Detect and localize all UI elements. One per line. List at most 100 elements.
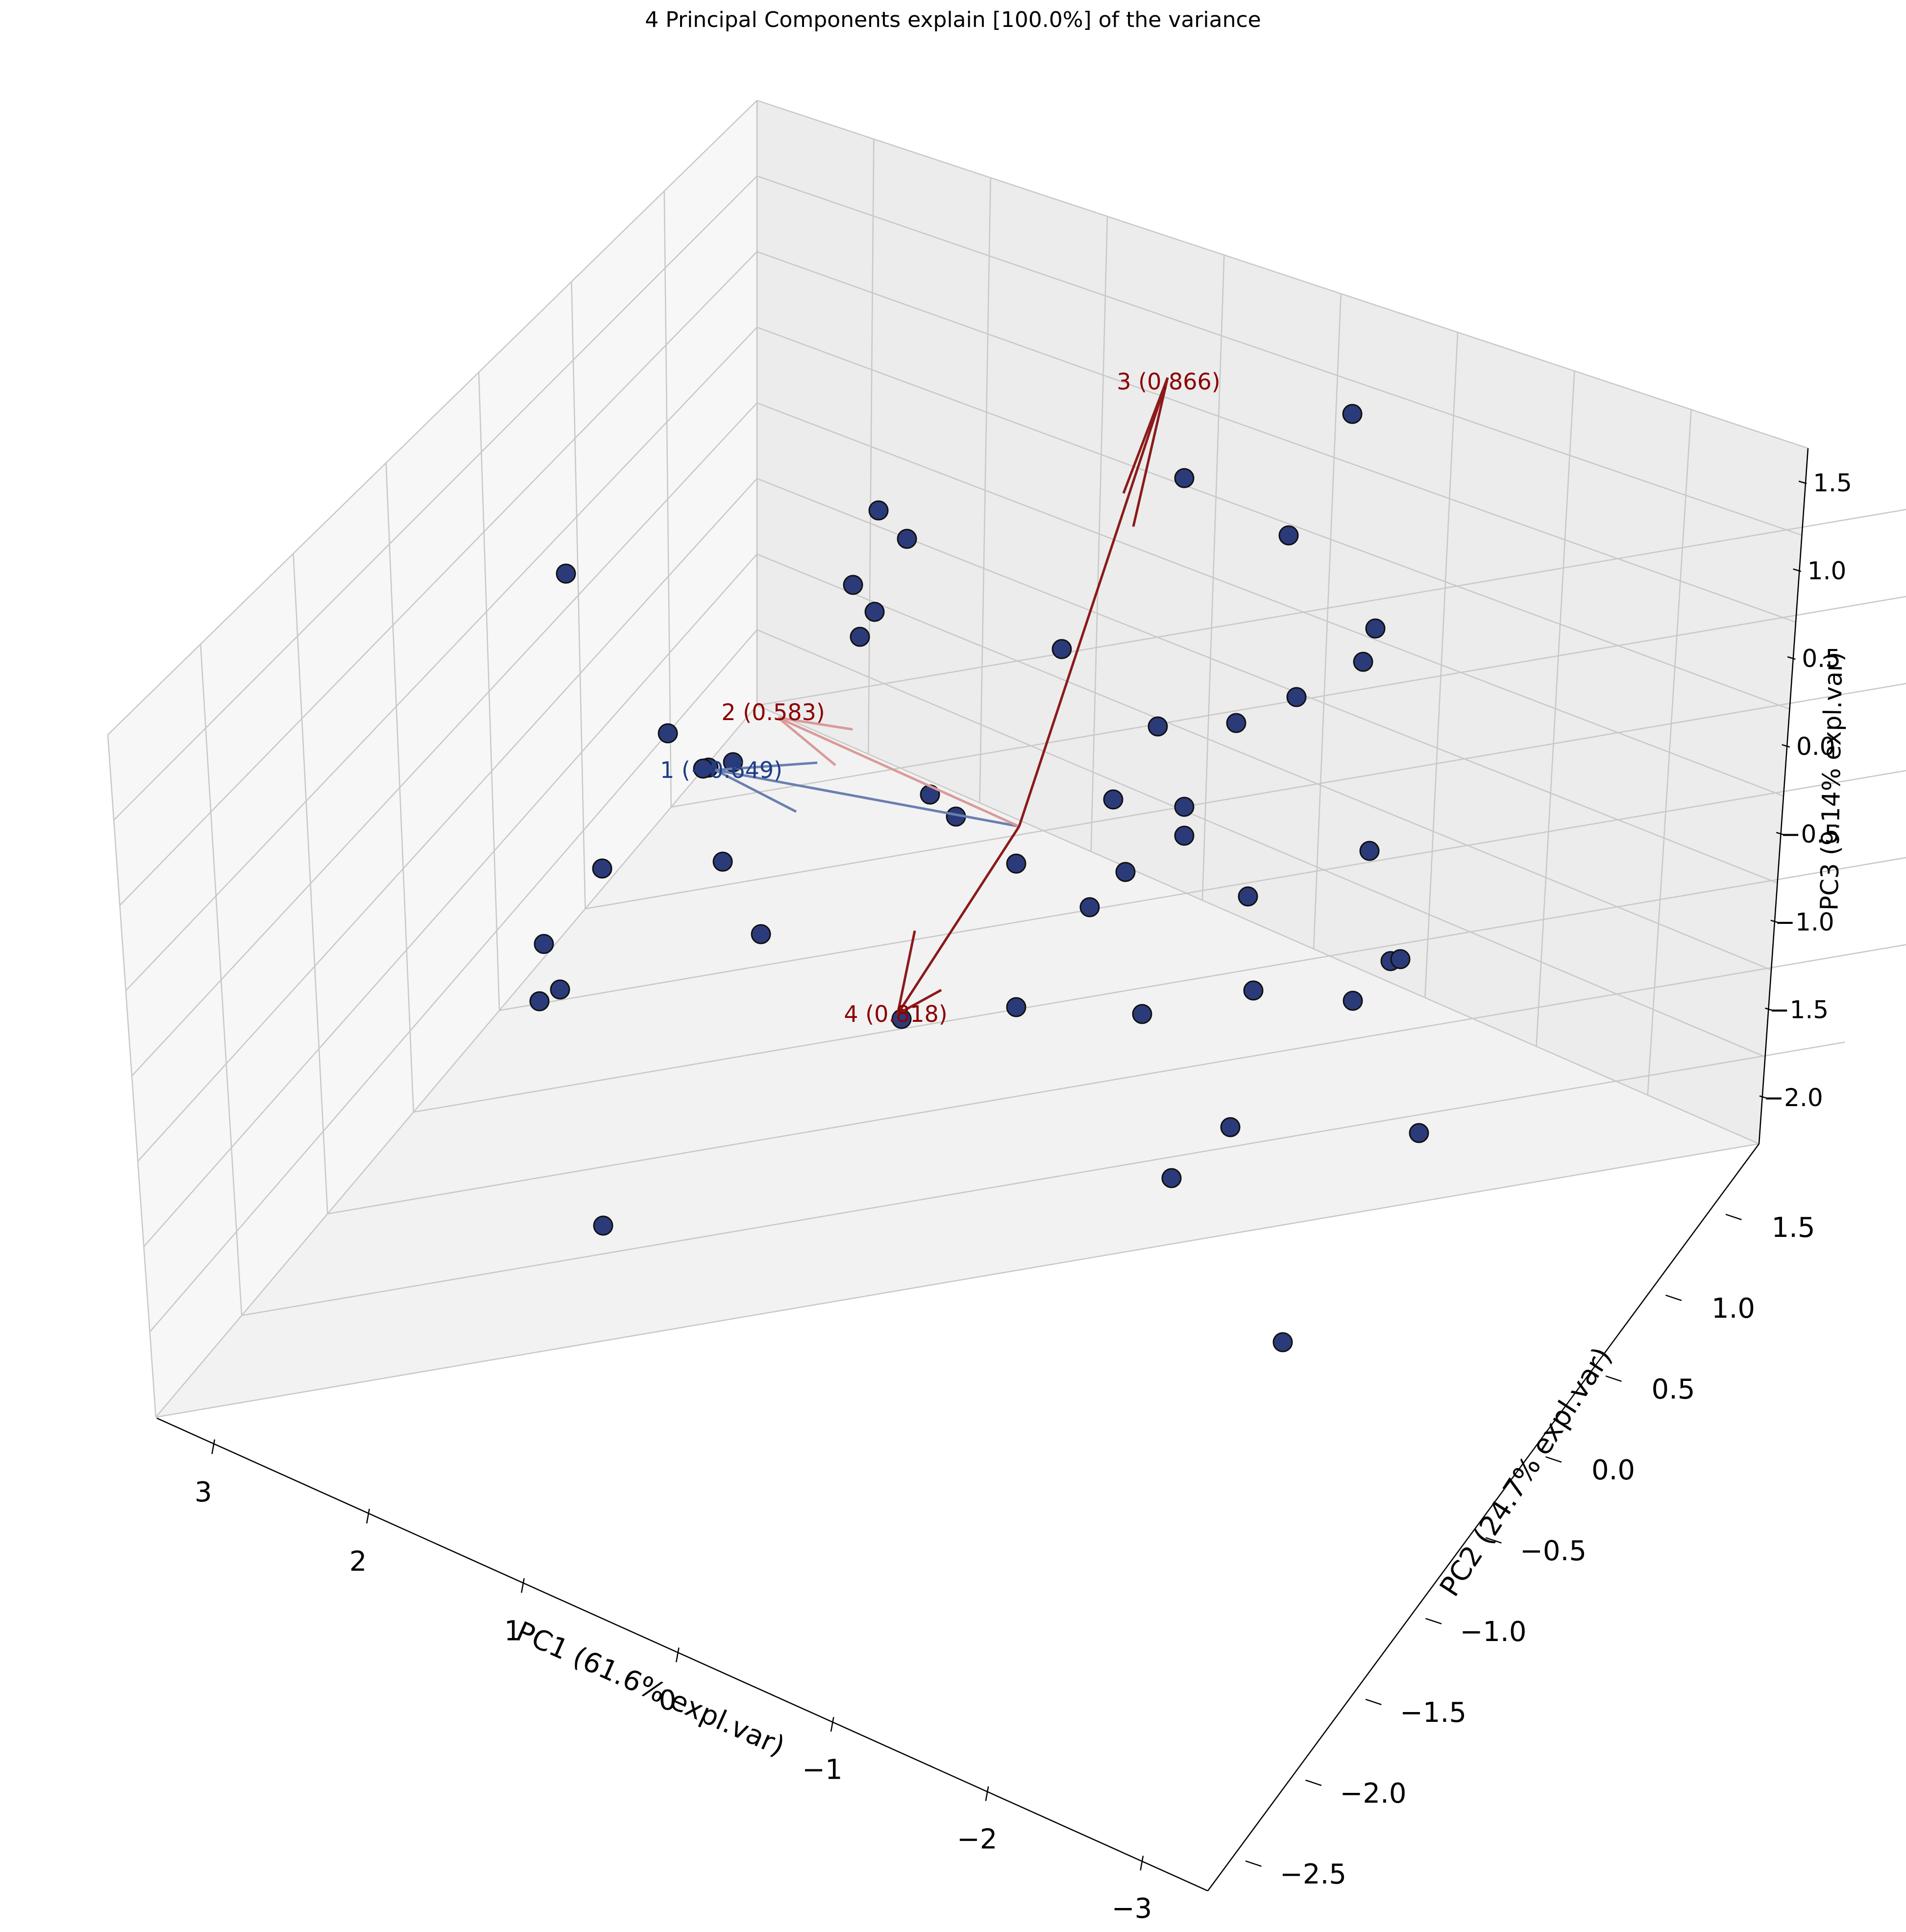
grid-line <box>757 99 1808 449</box>
data-point <box>1342 404 1363 424</box>
data-point <box>897 529 917 549</box>
data-point <box>593 1215 613 1236</box>
grid-line <box>119 251 758 906</box>
axes-lines <box>156 448 1809 1892</box>
z-tick-label: 0.5 <box>1802 645 1841 673</box>
x-tick-mark <box>830 1716 834 1732</box>
data-point <box>1220 1117 1241 1137</box>
data-point <box>1161 1168 1182 1188</box>
grid-line <box>757 402 1784 797</box>
data-point <box>1238 886 1258 907</box>
loading-arrow-4 <box>896 825 1021 1015</box>
z-tick-label: 1.0 <box>1808 556 1847 585</box>
data-point <box>529 991 550 1012</box>
loading-label-4: 4 (0.818) <box>844 1001 947 1027</box>
loading-label-1: 1 (−0.649) <box>660 757 782 783</box>
y-tick-label: −2.5 <box>1280 1859 1346 1890</box>
grid-line <box>242 1041 1845 1316</box>
y-tick-mark <box>1665 1294 1682 1301</box>
x-tick-mark <box>1140 1856 1144 1871</box>
grid-line <box>1647 410 1692 1095</box>
grid-line <box>979 177 991 803</box>
y-tick-label: −1.5 <box>1400 1697 1466 1729</box>
data-point <box>592 858 612 879</box>
z-tick-mark <box>1759 1095 1768 1099</box>
grid-line <box>757 251 1796 623</box>
z-tick-label: −2.0 <box>1763 1084 1823 1112</box>
z-tick-label: −1.5 <box>1769 996 1829 1024</box>
data-point <box>850 627 870 647</box>
x-tick-mark <box>521 1578 525 1593</box>
data-point <box>556 563 576 584</box>
grid-line <box>327 944 1906 1215</box>
data-point <box>658 723 678 744</box>
grid-line <box>125 327 758 991</box>
y-tick-mark <box>1545 1456 1562 1463</box>
data-point <box>550 979 570 1000</box>
data-point <box>1115 862 1136 882</box>
z-tick-mark <box>1787 656 1796 660</box>
grid-line <box>413 857 1906 1113</box>
x-tick-label: −1 <box>802 1754 843 1786</box>
data-point <box>1174 825 1195 846</box>
data-point <box>1343 990 1363 1011</box>
data-point <box>534 934 554 954</box>
loading-label-3: 3 (0.866) <box>1117 368 1220 395</box>
grid-line <box>585 683 1906 910</box>
data-point <box>1051 639 1072 659</box>
loading-arrowhead <box>715 761 818 772</box>
z-tick-mark <box>1765 1007 1773 1012</box>
data-point <box>1148 716 1168 737</box>
data-point <box>1006 997 1026 1017</box>
grid-line <box>757 478 1778 884</box>
scatter-points <box>529 404 1429 1352</box>
z-tick-mark <box>1776 832 1784 836</box>
z-tick-label: −1.0 <box>1775 908 1834 936</box>
data-point <box>1132 1004 1152 1024</box>
grid-line <box>137 478 758 1162</box>
x-axis-line <box>156 1417 1208 1892</box>
grid-line <box>757 704 1759 1145</box>
x-axis-label: PC1 (61.6% expl.var) <box>512 1616 789 1763</box>
y-tick-label: −2.0 <box>1340 1778 1407 1810</box>
z-axis-label: PC3 (9.14% expl.var) <box>1815 652 1848 911</box>
grid-line <box>131 402 758 1077</box>
loading-arrowhead <box>714 769 797 813</box>
grid-line <box>499 770 1906 1011</box>
grid-line <box>107 100 758 735</box>
x-tick-mark <box>211 1439 216 1454</box>
z-tick-mark <box>1798 481 1807 484</box>
z-axis-line <box>1758 448 1809 1144</box>
y-axis-line <box>1207 1143 1760 1891</box>
grid-line <box>671 596 1906 808</box>
data-point <box>1174 797 1195 817</box>
loading-arrowhead <box>896 930 916 1014</box>
y-tick-label: 0.5 <box>1651 1374 1695 1405</box>
loading-arrow-1 <box>715 769 1020 828</box>
floor-pane <box>156 705 1759 1417</box>
y-tick-label: 1.5 <box>1771 1212 1815 1244</box>
grid-line <box>155 1143 1759 1418</box>
data-point <box>1174 468 1195 488</box>
grid-line <box>1536 371 1575 1047</box>
data-point <box>693 758 713 779</box>
chart-title: 4 Principal Components explain [100.0%] … <box>645 7 1261 32</box>
grid-line <box>155 705 758 1418</box>
z-tick-mark <box>1793 568 1802 572</box>
y-tick-mark <box>1365 1698 1382 1705</box>
x-tick-label: −2 <box>957 1823 998 1855</box>
data-point <box>1278 525 1299 546</box>
x-tick-mark <box>985 1786 989 1801</box>
data-point <box>1390 949 1411 969</box>
data-point <box>868 500 889 521</box>
y-tick-label: 1.0 <box>1711 1293 1755 1325</box>
grid-line <box>113 175 758 821</box>
y-tick-mark <box>1485 1537 1502 1544</box>
data-point <box>1286 687 1307 707</box>
data-point <box>1243 980 1264 1001</box>
data-point <box>843 575 863 595</box>
z-tick-mark <box>1770 919 1779 923</box>
data-point <box>1103 789 1124 810</box>
grid-line <box>143 554 758 1247</box>
x-tick-mark <box>366 1508 370 1524</box>
